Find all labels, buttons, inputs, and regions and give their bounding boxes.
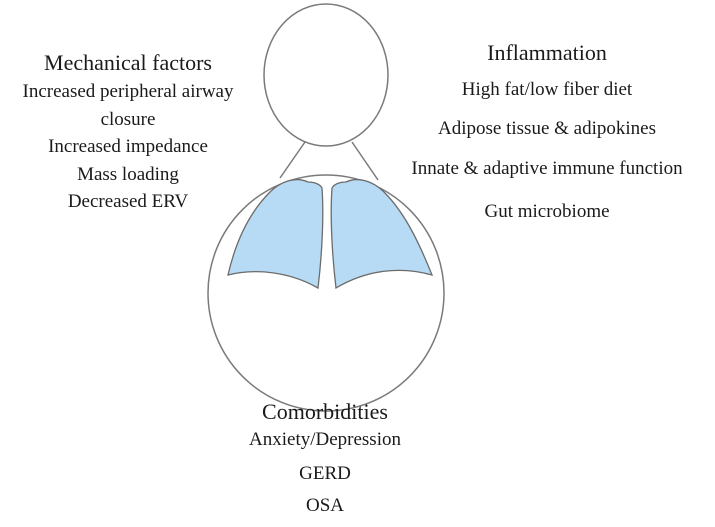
inflammation-title: Inflammation bbox=[487, 40, 607, 65]
neck-right-line bbox=[351, 141, 379, 181]
inflammation-item: Gut microbiome bbox=[484, 201, 610, 222]
mechanical-item: Increased peripheral airway bbox=[22, 81, 234, 102]
inflammation-item: Innate & adaptive immune function bbox=[411, 158, 683, 179]
mechanical-item: closure bbox=[100, 109, 156, 130]
mechanical-item: Increased impedance bbox=[48, 136, 208, 157]
mechanical-item: Mass loading bbox=[77, 164, 179, 185]
comorbidity-item: GERD bbox=[299, 463, 351, 484]
neck-left-line bbox=[279, 141, 306, 179]
mechanical-item: Decreased ERV bbox=[67, 191, 189, 212]
comorbidity-item: Anxiety/Depression bbox=[249, 429, 401, 450]
comorbidity-item: OSA bbox=[305, 495, 345, 516]
left-lung-shape bbox=[227, 178, 324, 290]
inflammation-item: Adipose tissue & adipokines bbox=[438, 118, 656, 139]
mechanical-factors-title: Mechanical factors bbox=[44, 50, 212, 75]
inflammation-item: High fat/low fiber diet bbox=[461, 79, 633, 100]
right-lung-shape bbox=[330, 178, 434, 290]
head-circle bbox=[263, 3, 389, 147]
comorbidities-title: Comorbidities bbox=[262, 399, 388, 424]
torso-circle bbox=[207, 174, 445, 412]
